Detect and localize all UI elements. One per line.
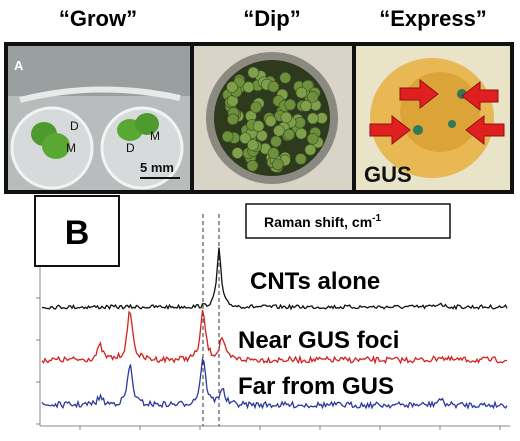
- axis-label-text: Raman shift, cm: [264, 214, 372, 230]
- pea: [252, 120, 265, 132]
- photo-grow: A D M D M 5 mm: [8, 46, 190, 190]
- spectrum-trace: [41, 247, 508, 311]
- axis-label-box: [245, 203, 451, 239]
- trace-label: Near GUS foci: [238, 327, 399, 354]
- title-express: “Express”: [379, 6, 487, 31]
- axis-label: Raman shift, cm-1: [264, 213, 381, 230]
- marker: D: [70, 119, 79, 133]
- axis-label-exponent: -1: [372, 213, 381, 224]
- pea: [246, 159, 259, 172]
- scale-label: 5 mm: [140, 160, 174, 175]
- pea: [267, 147, 280, 159]
- pea: [267, 80, 280, 93]
- pea: [239, 132, 252, 145]
- marker: M: [66, 141, 76, 155]
- pea: [304, 144, 317, 156]
- pea: [264, 115, 277, 127]
- pea: [270, 135, 282, 148]
- photo-express: GUS: [356, 46, 510, 190]
- pea: [221, 130, 234, 143]
- photo-dip: [194, 46, 352, 190]
- pea: [247, 66, 260, 79]
- spectrum-trace: [41, 357, 508, 410]
- pea: [279, 72, 292, 84]
- pea: [273, 124, 285, 137]
- pea: [307, 112, 319, 125]
- marker: D: [126, 141, 135, 155]
- pea: [284, 98, 297, 111]
- marker: M: [150, 129, 160, 143]
- panel-label-a: A: [14, 58, 24, 73]
- trace-label: Far from GUS: [238, 373, 394, 400]
- pea: [306, 91, 319, 103]
- gus-label: GUS: [364, 162, 412, 187]
- title-dip: “Dip”: [243, 6, 300, 31]
- pea: [294, 153, 307, 165]
- pea: [306, 133, 319, 145]
- pea: [250, 101, 262, 114]
- pea: [247, 139, 259, 151]
- label-box: [34, 195, 120, 267]
- title-grow: “Grow”: [59, 6, 137, 31]
- pea: [280, 111, 293, 124]
- pea: [231, 147, 244, 159]
- trace-label: CNTs alone: [250, 268, 380, 295]
- pea: [295, 86, 308, 99]
- pea: [283, 128, 295, 141]
- pea: [227, 113, 239, 126]
- panel-label-b: B: [65, 214, 90, 252]
- pea: [242, 81, 255, 93]
- pea: [300, 100, 312, 112]
- pea: [295, 127, 308, 140]
- pea: [226, 81, 238, 93]
- spectrum-trace: [41, 309, 508, 365]
- pea: [272, 158, 284, 171]
